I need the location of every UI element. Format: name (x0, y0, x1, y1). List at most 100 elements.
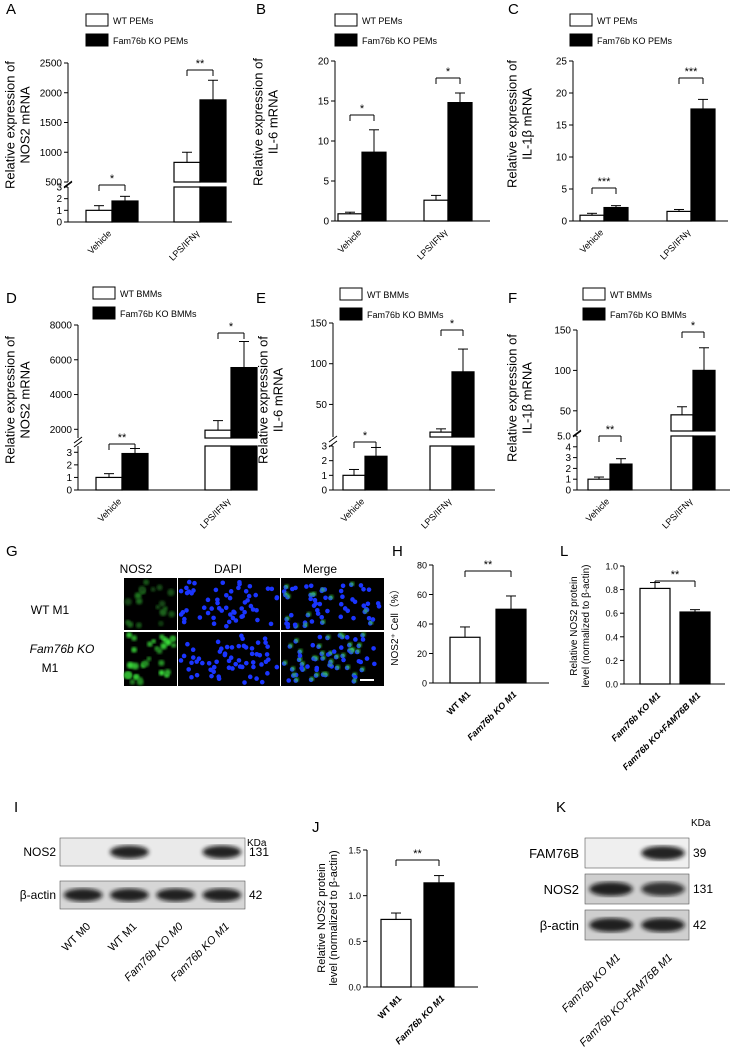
blot-kda: 131 (249, 845, 269, 859)
nucleus-spot (338, 645, 344, 650)
nucleus-spot (233, 618, 239, 623)
nucleus-spot (186, 579, 192, 585)
cell-spot (298, 648, 303, 654)
nucleus-spot (361, 603, 367, 609)
nucleus-spot (365, 601, 371, 607)
nucleus-spot (366, 587, 372, 592)
nucleus-spot (228, 612, 233, 617)
cell-spot (317, 643, 322, 648)
blot-band (641, 882, 685, 896)
blot-kda-header: KDa (247, 838, 267, 849)
nucleus-spot (325, 608, 330, 614)
cell-spot (156, 648, 163, 654)
cell-spot (314, 655, 319, 661)
blot-row-label: NOS2 (544, 882, 579, 897)
cell-spot (300, 661, 306, 666)
y-tick-label: 20 (318, 57, 330, 68)
y-tick-label: 15 (556, 121, 568, 132)
cell-spot (138, 585, 146, 594)
cell-spot (321, 655, 326, 660)
nucleus-spot (338, 588, 344, 594)
nucleus-spot (323, 595, 328, 601)
bar-0 (449, 636, 481, 684)
bar-1-0-lower (173, 186, 201, 223)
nucleus-spot (352, 599, 358, 605)
bar-1-1 (692, 369, 716, 432)
nucleus-spot (308, 583, 314, 589)
nucleus-spot (236, 658, 242, 663)
micrograph-dapi-ko (178, 632, 280, 686)
nucleus-spot (217, 649, 223, 654)
micrograph-merge-wt (281, 578, 384, 630)
nucleus-spot (331, 649, 337, 654)
x-tick-label: Vehicle (336, 227, 364, 255)
nucleus-spot (297, 653, 303, 659)
nucleus-spot (344, 635, 350, 640)
nucleus-spot (190, 655, 196, 660)
legend-swatch-0 (334, 13, 358, 27)
nucleus-spot (242, 609, 247, 615)
cell-spot (288, 643, 294, 648)
cell-spot (124, 598, 132, 606)
bar-1-1 (199, 99, 227, 183)
cell-spot (350, 581, 355, 586)
bar-1-1-lower (199, 186, 227, 223)
x-tick-label: Vehicle (578, 227, 606, 255)
nucleus-spot (243, 588, 249, 594)
nucleus-spot (262, 636, 268, 641)
bar-0-0 (95, 476, 123, 491)
y-tick-label: 40 (417, 620, 427, 630)
legend-label-0: WT PEMs (597, 16, 638, 26)
y-axis-label-line-1: IL-1β mRNA (520, 88, 535, 160)
blot-band (202, 888, 242, 902)
nucleus-spot (178, 588, 184, 594)
y-tick-label: 2 (56, 194, 62, 205)
nucleus-spot (220, 580, 226, 586)
nucleus-spot (219, 608, 225, 613)
significance-label: ** (484, 559, 493, 571)
nucleus-spot (292, 622, 298, 628)
nucleus-spot (274, 664, 280, 670)
nucleus-spot (241, 643, 247, 649)
y-axis-label-line-0: Relative NOS2 protein (316, 863, 328, 972)
y-axis-label-line-1: NOS2 mRNA (18, 361, 33, 439)
legend-swatch-1 (582, 307, 606, 321)
legend-swatch-0 (582, 287, 606, 301)
blot-row-label: β-actin (540, 918, 579, 933)
significance-label: * (229, 321, 234, 333)
y-tick-label: 1 (321, 471, 327, 482)
nucleus-spot (358, 659, 364, 665)
cell-spot (321, 619, 326, 624)
cell-spot (357, 642, 362, 648)
panel-letter-D: D (6, 290, 17, 307)
cell-spot (320, 587, 325, 593)
y-tick-label: 500 (45, 178, 62, 189)
y-tick-label: 8000 (50, 321, 73, 332)
y-tick-label: 150 (310, 319, 327, 330)
x-tick-label: Fam76b KO+FAM76B M1 (621, 690, 703, 772)
nucleus-spot (360, 637, 366, 642)
nucleus-spot (226, 658, 232, 664)
x-tick-label: LPS/IFNγ (415, 227, 450, 262)
nucleus-spot (184, 590, 190, 596)
cell-spot (159, 634, 165, 640)
nucleus-spot (239, 664, 245, 670)
significance-label: *** (598, 176, 612, 188)
blot-lane-label: WT M0 (60, 921, 93, 954)
cell-spot (290, 666, 296, 671)
bar-1-0 (429, 431, 453, 438)
nucleus-spot (245, 598, 250, 603)
cell-spot (164, 669, 171, 676)
cell-spot (142, 660, 150, 667)
cell-spot (363, 608, 368, 614)
nucleus-spot (255, 617, 260, 623)
cell-spot (294, 638, 299, 643)
bar-1-0-lower (670, 435, 694, 491)
nucleus-spot (228, 589, 234, 594)
nucleus-spot (215, 639, 221, 645)
blot-kda: 42 (249, 888, 263, 902)
panel-letter-L: L (560, 543, 568, 560)
